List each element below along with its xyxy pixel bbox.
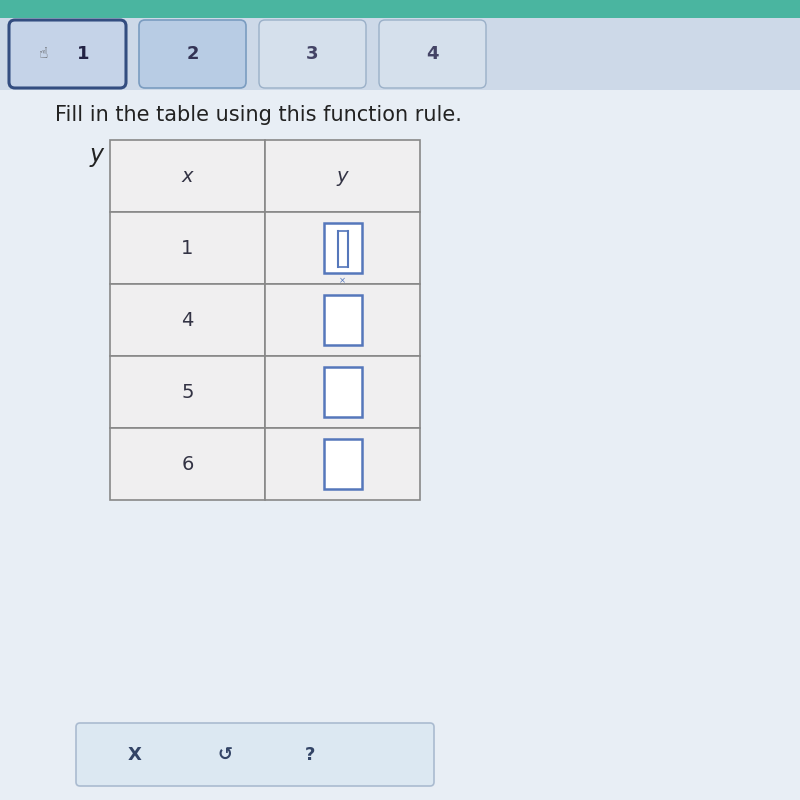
FancyBboxPatch shape (265, 284, 420, 356)
Text: Fill in the table using this function rule.: Fill in the table using this function ru… (55, 105, 462, 125)
Text: ?: ? (305, 746, 315, 763)
FancyBboxPatch shape (265, 212, 420, 284)
Text: 5: 5 (182, 382, 194, 402)
Text: 4: 4 (426, 45, 438, 63)
FancyBboxPatch shape (9, 20, 126, 88)
FancyBboxPatch shape (139, 20, 246, 88)
FancyBboxPatch shape (110, 428, 265, 500)
Text: X: X (128, 746, 142, 763)
Text: 1: 1 (182, 238, 194, 258)
FancyBboxPatch shape (259, 20, 366, 88)
FancyBboxPatch shape (265, 140, 420, 212)
FancyBboxPatch shape (265, 428, 420, 500)
Text: x: x (182, 166, 194, 186)
Text: ☝: ☝ (38, 46, 48, 62)
Text: 2: 2 (186, 45, 198, 63)
FancyBboxPatch shape (0, 0, 800, 18)
Text: 3: 3 (306, 45, 318, 63)
FancyBboxPatch shape (110, 212, 265, 284)
FancyBboxPatch shape (323, 295, 362, 345)
FancyBboxPatch shape (323, 439, 362, 489)
Text: y = 21 – 3x: y = 21 – 3x (90, 143, 225, 167)
FancyBboxPatch shape (110, 140, 265, 212)
FancyBboxPatch shape (76, 723, 434, 786)
FancyBboxPatch shape (0, 18, 800, 90)
FancyBboxPatch shape (265, 356, 420, 428)
Text: ↺: ↺ (218, 746, 233, 763)
Text: ×: × (339, 277, 346, 286)
FancyBboxPatch shape (110, 284, 265, 356)
FancyBboxPatch shape (323, 367, 362, 417)
FancyBboxPatch shape (323, 223, 362, 273)
Text: y: y (337, 166, 348, 186)
FancyBboxPatch shape (110, 356, 265, 428)
FancyBboxPatch shape (379, 20, 486, 88)
Text: 1: 1 (77, 45, 90, 63)
Text: 6: 6 (182, 454, 194, 474)
Text: 4: 4 (182, 310, 194, 330)
